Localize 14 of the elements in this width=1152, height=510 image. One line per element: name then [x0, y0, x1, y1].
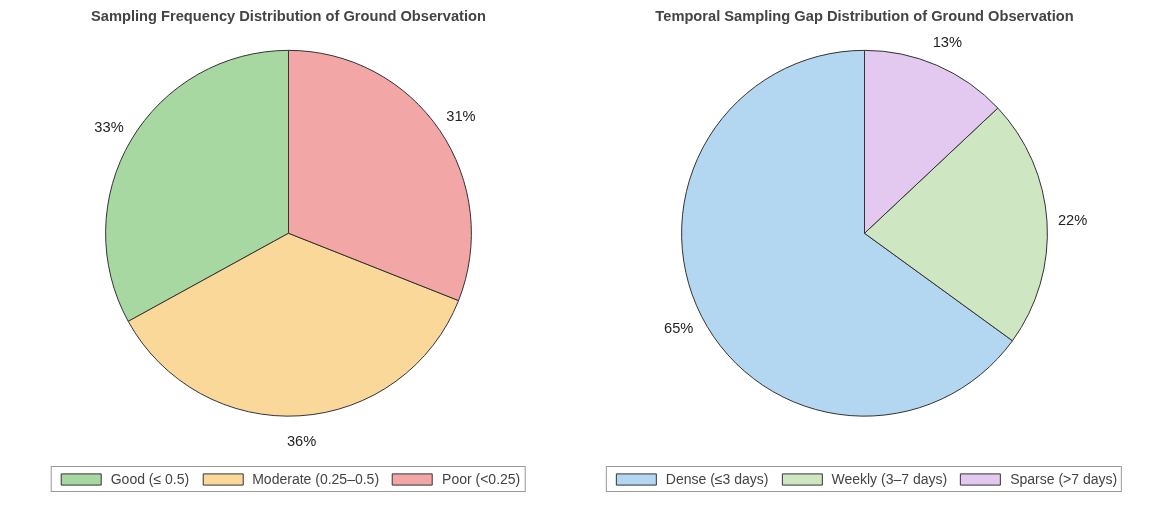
chart-title: Sampling Frequency Distribution of Ground Observation — [91, 7, 487, 24]
legend-label: Good (≤ 0.5) — [110, 471, 190, 487]
data-label: 31% — [446, 108, 476, 125]
chart-title: Temporal Sampling Gap Distribution of Ground Observation — [655, 7, 1074, 24]
data-label: 22% — [1057, 212, 1088, 229]
data-label: 33% — [94, 119, 124, 136]
data-label: 36% — [286, 433, 317, 450]
legend-label: Moderate (0.25–0.5) — [252, 471, 380, 487]
legend-label: Weekly (3–7 days) — [831, 471, 948, 487]
legend-label: Sparse (>7 days) — [1010, 471, 1118, 487]
legend-label: Poor (<0.25) — [442, 471, 521, 487]
data-label: 65% — [664, 319, 694, 336]
legend-label: Dense (≤3 days) — [665, 471, 769, 487]
data-label: 13% — [932, 33, 962, 50]
